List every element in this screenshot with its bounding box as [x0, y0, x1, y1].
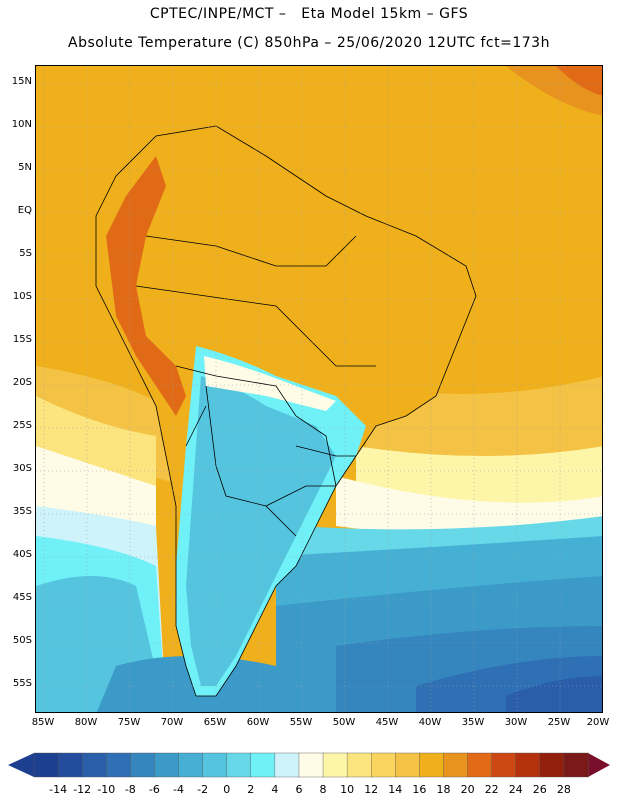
colorbar-label: 16: [412, 783, 427, 796]
colorbar-swatch: [539, 752, 565, 778]
field-andes-warm: [106, 156, 186, 416]
colorbar-label: -2: [197, 783, 209, 796]
colorbar-label: 0: [223, 783, 231, 796]
colorbar-label: -10: [97, 783, 116, 796]
lon-label-85w: 85W: [31, 717, 55, 728]
lat-label-eq: EQ: [17, 205, 32, 216]
lon-label-35w: 35W: [461, 717, 485, 728]
lat-label-5s: 5S: [19, 248, 32, 259]
colorbar-label: 26: [532, 783, 547, 796]
colorbar-swatch: [371, 752, 397, 778]
map-title-line2: Absolute Temperature (C) 850hPa – 25/06/…: [68, 35, 550, 51]
colorbar-label: 22: [484, 783, 499, 796]
colorbar-label: 8: [319, 783, 327, 796]
colorbar-label: 24: [508, 783, 523, 796]
field-atlantic-blue5: [506, 676, 602, 712]
lat-label-15n: 15N: [11, 76, 32, 87]
field-cold-front: [204, 356, 336, 411]
colorbar-swatch: [202, 752, 228, 778]
lon-label-75w: 75W: [117, 717, 141, 728]
lon-label-40w: 40W: [418, 717, 442, 728]
temperature-map[interactable]: [35, 65, 603, 713]
lon-label-80w: 80W: [74, 717, 98, 728]
lon-label-30w: 30W: [504, 717, 528, 728]
field-cold-core: [186, 376, 336, 686]
colorbar-swatch: [57, 752, 83, 778]
lon-label-60w: 60W: [246, 717, 270, 728]
map-canvas: [36, 66, 602, 712]
lat-label-10s: 10S: [12, 291, 32, 302]
map-title-line1: CPTEC/INPE/MCT – Eta Model 15km – GFS: [149, 6, 469, 22]
colorbar-label: 4: [271, 783, 279, 796]
colorbar-label: -6: [148, 783, 160, 796]
colorbar-label: -8: [124, 783, 136, 796]
lat-label-40s: 40S: [12, 549, 32, 560]
colorbar-swatch: [33, 752, 59, 778]
colorbar-swatch: [81, 752, 107, 778]
colorbar-swatch: [178, 752, 204, 778]
field-north-hot: [556, 66, 602, 96]
lat-label-5n: 5N: [18, 162, 32, 173]
lat-label-25s: 25S: [12, 420, 32, 431]
colorbar-swatch: [419, 752, 445, 778]
lat-label-20s: 20S: [12, 377, 32, 388]
colorbar-swatch: [250, 752, 276, 778]
graticule: [36, 66, 602, 712]
lon-label-55w: 55W: [289, 717, 313, 728]
lat-label-35s: 35S: [12, 506, 32, 517]
colorbar-swatch: [491, 752, 517, 778]
lon-label-70w: 70W: [160, 717, 184, 728]
colorbar-label: -12: [73, 783, 92, 796]
country-borders: [95, 125, 477, 697]
colorbar-swatch: [130, 752, 156, 778]
colorbar-swatch: [154, 752, 180, 778]
colorbar-swatch: [515, 752, 541, 778]
colorbar-swatch: [226, 752, 252, 778]
colorbar-swatch: [298, 752, 324, 778]
field-atlantic-cream: [336, 476, 602, 540]
lon-label-20w: 20W: [586, 717, 610, 728]
colorbar-swatch: [395, 752, 421, 778]
colorbar-swatches: [33, 752, 589, 778]
lat-label-45s: 45S: [12, 592, 32, 603]
colorbar-label: 6: [295, 783, 303, 796]
colorbar-arrow-low: [8, 753, 34, 777]
colorbar-label: 2: [247, 783, 255, 796]
lon-label-45w: 45W: [375, 717, 399, 728]
colorbar-label: 14: [388, 783, 403, 796]
lat-label-15s: 15S: [12, 334, 32, 345]
colorbar-swatch: [106, 752, 132, 778]
lat-label-10n: 10N: [11, 119, 32, 130]
colorbar-label: 18: [436, 783, 451, 796]
colorbar-swatch: [322, 752, 348, 778]
field-drake-blue: [96, 656, 286, 712]
lat-label-50s: 50S: [12, 635, 32, 646]
colorbar-arrow-high: [588, 753, 610, 777]
colorbar-swatch: [346, 752, 372, 778]
colorbar-swatch: [563, 752, 589, 778]
color-scale-bar: [8, 752, 610, 778]
colorbar-swatch: [274, 752, 300, 778]
colorbar-label: -4: [173, 783, 184, 796]
colorbar-swatch: [443, 752, 469, 778]
lon-label-65w: 65W: [203, 717, 227, 728]
colorbar-swatch: [467, 752, 493, 778]
lat-label-30s: 30S: [12, 463, 32, 474]
colorbar-label: 28: [556, 783, 571, 796]
colorbar-label: 20: [460, 783, 475, 796]
colorbar-label: 12: [364, 783, 379, 796]
lat-label-55s: 55S: [12, 678, 32, 689]
colorbar-label: 10: [340, 783, 355, 796]
lon-label-50w: 50W: [332, 717, 356, 728]
lon-label-25w: 25W: [547, 717, 571, 728]
colorbar-label: -14: [49, 783, 68, 796]
